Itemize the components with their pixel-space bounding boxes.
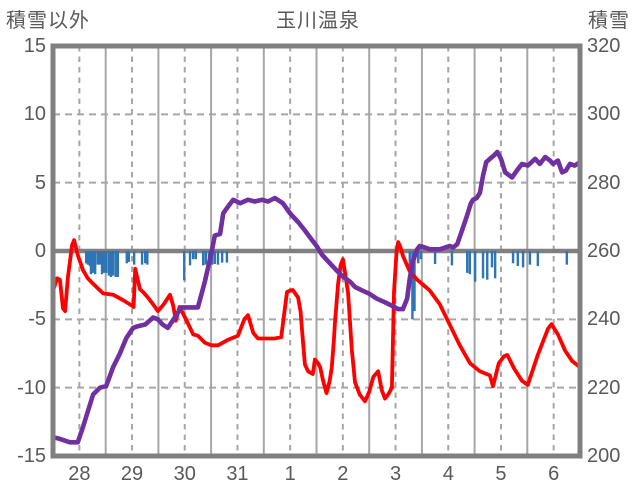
precipitation-bar — [144, 251, 147, 264]
precipitation-bar — [125, 251, 128, 264]
precipitation-bar — [213, 251, 216, 264]
precipitation-bar — [419, 251, 423, 260]
left-tick-label: -10 — [17, 376, 46, 399]
precipitation-bar — [202, 251, 205, 266]
temperature-line — [51, 238, 582, 404]
left-tick-label: 10 — [23, 103, 46, 126]
precipitation-bar — [114, 251, 117, 277]
precipitation-bar — [91, 251, 95, 273]
precipitation-bar — [107, 251, 111, 276]
precipitation-bar — [493, 251, 497, 279]
precipitation-bar — [127, 251, 131, 262]
right-tick-label: 300 — [587, 103, 621, 126]
snow-depth-line — [50, 149, 583, 445]
precipitation-bar — [481, 251, 485, 279]
right-axis-title: 積雪 — [588, 10, 630, 32]
precipitation-bar — [146, 251, 149, 265]
precipitation-bar — [417, 251, 420, 264]
precipitation-bar — [85, 251, 88, 264]
precipitation-bar — [111, 251, 115, 276]
precipitation-bar — [102, 251, 106, 273]
precipitation-bar — [433, 251, 437, 264]
precipitation-bar — [413, 251, 416, 312]
precipitation-bar — [116, 251, 120, 277]
right-tick-label: 260 — [587, 240, 621, 262]
right-tick-label: 320 — [587, 35, 621, 57]
precipitation-bar — [411, 251, 414, 320]
precipitation-bar — [194, 251, 198, 260]
precipitation-bar — [486, 251, 489, 280]
left-tick-label: 5 — [34, 171, 46, 194]
chart-title: 玉川温泉 — [276, 10, 360, 32]
precipitation-bar — [140, 251, 144, 265]
left-tick-label: -5 — [28, 308, 46, 331]
precipitation-bar — [511, 251, 515, 264]
x-tick-label: 29 — [120, 463, 144, 485]
precipitation-bar — [528, 251, 532, 265]
left-tick-label: 15 — [23, 35, 46, 57]
precipitation-bar — [204, 251, 208, 265]
precipitation-bar — [132, 251, 136, 265]
x-tick-label: 5 — [495, 463, 507, 485]
precipitation-bar — [109, 251, 113, 277]
precipitation-bar — [468, 251, 472, 275]
precipitation-bar — [86, 251, 89, 265]
precipitation-bar — [98, 251, 102, 265]
precipitation-bar — [100, 251, 104, 275]
precipitation-bar — [220, 251, 224, 263]
right-tick-label: 220 — [587, 376, 621, 399]
precipitation-bar — [105, 251, 108, 273]
precipitation-bar — [225, 251, 229, 263]
precipitation-bar — [183, 251, 186, 281]
precipitation-bar — [521, 251, 525, 268]
precipitation-bar — [516, 251, 520, 267]
precipitation-bar — [96, 251, 99, 265]
precipitation-bar — [450, 251, 454, 266]
x-tick-label: 3 — [389, 463, 402, 485]
x-tick-label: 4 — [442, 463, 454, 485]
plot-border — [50, 43, 583, 459]
precipitation-bar — [89, 251, 93, 275]
right-tick-label: 280 — [587, 171, 621, 194]
precipitation-bar — [191, 251, 195, 260]
left-tick-label: -15 — [17, 445, 46, 467]
right-tick-label: 240 — [587, 308, 621, 331]
left-tick-label: 0 — [34, 240, 46, 262]
precipitation-bar — [490, 251, 494, 268]
precipitation-bar — [536, 251, 540, 267]
x-tick-label: 2 — [337, 463, 349, 485]
x-tick-label: 28 — [68, 463, 91, 485]
x-tick-label: 31 — [226, 463, 249, 485]
left-axis-title: 積雪以外 — [6, 10, 90, 32]
x-tick-label: 30 — [173, 463, 196, 485]
x-tick-label: 1 — [284, 463, 296, 485]
precipitation-bar — [408, 251, 411, 267]
precipitation-bar — [466, 251, 469, 273]
right-tick-label: 200 — [587, 445, 621, 467]
precipitation-bar — [473, 251, 477, 282]
precipitation-bar — [188, 251, 192, 266]
precipitation-bar — [216, 251, 220, 265]
precipitation-bar — [93, 251, 97, 275]
x-tick-label: 6 — [548, 463, 560, 485]
precipitation-bar — [565, 251, 569, 265]
